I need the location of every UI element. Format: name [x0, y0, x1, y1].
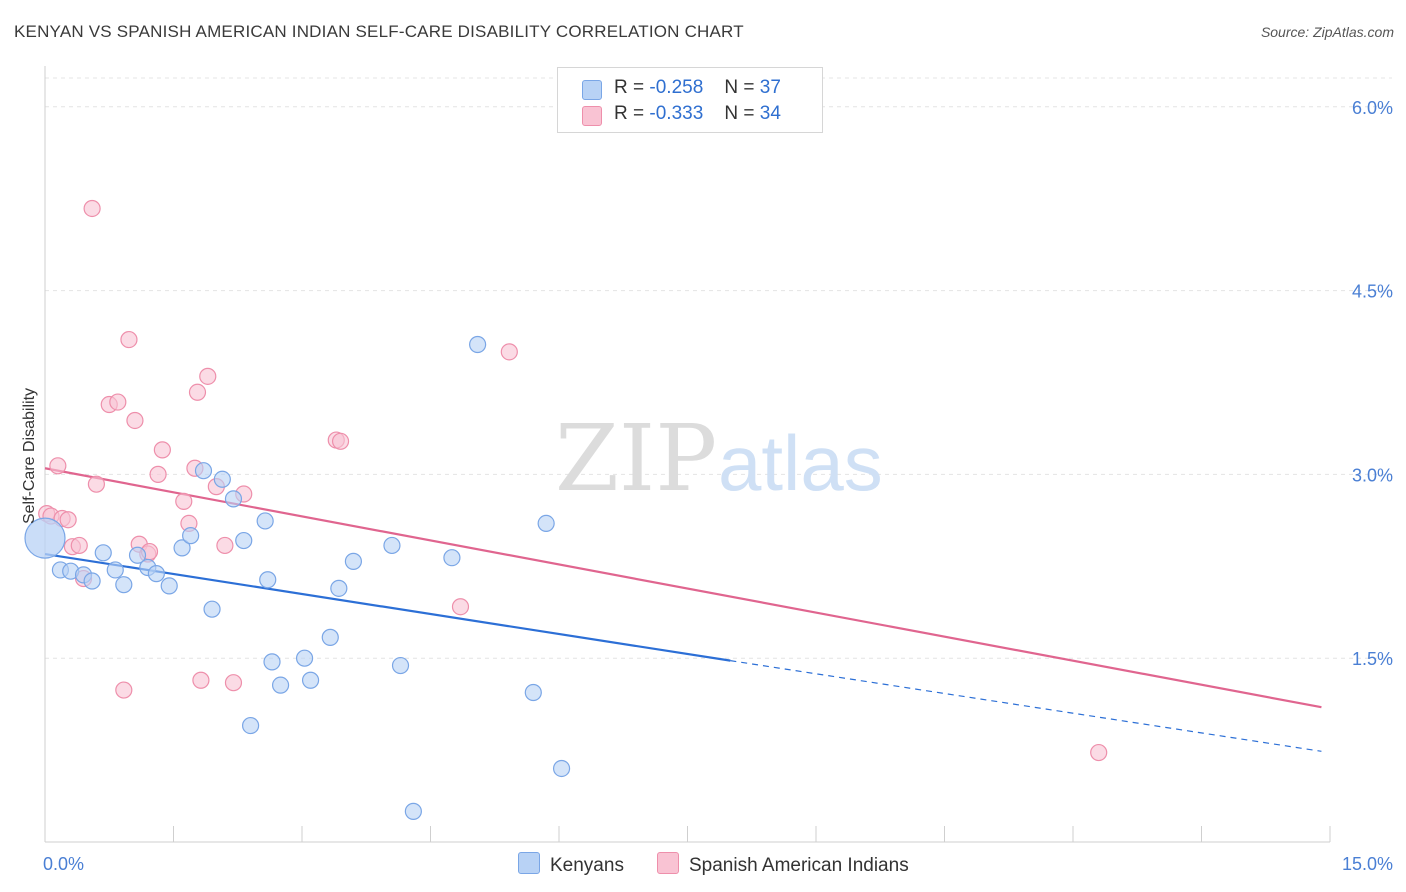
kenyans-legend-label: Kenyans	[550, 855, 624, 876]
bottom-legend-spanish: Spanish American Indians	[657, 852, 909, 877]
kenyans-point	[203, 600, 221, 618]
spanish-point	[83, 199, 101, 218]
spanish-point	[120, 330, 138, 349]
kenyans-point	[256, 512, 274, 530]
spanish-point	[188, 383, 207, 401]
spanish-point	[216, 536, 234, 555]
kenyans-point	[321, 628, 339, 646]
r-label: R =	[614, 77, 645, 98]
y-tick-label: 4.5%	[1352, 282, 1393, 302]
kenyans-point	[537, 514, 555, 532]
kenyans-point	[213, 470, 231, 488]
kenyans-point	[383, 536, 401, 555]
axes	[44, 66, 1331, 843]
spanish-point	[49, 457, 67, 475]
kenyans-point	[271, 676, 290, 694]
kenyans-point	[404, 802, 422, 820]
kenyans-legend-swatch	[518, 852, 540, 874]
grid-lines	[45, 77, 1392, 659]
kenyans-point	[24, 517, 66, 559]
kenyans-n-value: 37	[759, 77, 781, 98]
spanish-point	[109, 393, 127, 411]
spanish-point	[451, 598, 470, 616]
spanish-point	[149, 465, 167, 483]
kenyans-point	[182, 527, 200, 545]
n-label: N =	[724, 77, 755, 98]
spanish-point	[59, 511, 77, 529]
kenyans-point	[259, 571, 277, 589]
kenyans-point	[263, 653, 281, 671]
kenyans-point	[173, 539, 191, 557]
correlation-legend: R = -0.258 N = 37 R = -0.333 N = 34	[557, 67, 823, 133]
kenyans-point	[194, 462, 213, 480]
watermark: ZIP atlas	[555, 405, 883, 512]
kenyans-point	[160, 577, 178, 595]
watermark-zip: ZIP	[555, 405, 717, 512]
y-tick-label: 3.0%	[1352, 465, 1393, 485]
spanish-point	[87, 475, 106, 493]
kenyans-point	[94, 544, 112, 562]
kenyans-point	[115, 576, 133, 594]
r-label: R =	[614, 103, 645, 124]
source-credit: Source: ZipAtlas.com	[1260, 24, 1394, 40]
y-tick-label: 6.0%	[1352, 98, 1393, 118]
chart-title: KENYAN VS SPANISH AMERICAN INDIAN SELF-C…	[14, 22, 744, 41]
spanish-point	[331, 432, 350, 450]
kenyans-point	[147, 565, 165, 583]
spanish-r-value: -0.333	[649, 103, 704, 124]
kenyans-point	[83, 572, 101, 590]
spanish-point	[126, 411, 144, 430]
spanish-point	[192, 671, 210, 689]
spanish-n-value: 34	[759, 103, 781, 124]
kenyans-point	[235, 531, 253, 550]
kenyans-point	[443, 549, 461, 567]
kenyans-point	[301, 671, 320, 689]
spanish-point	[500, 343, 518, 361]
n-label: N =	[724, 103, 755, 124]
kenyans-point	[524, 683, 542, 702]
spanish-trend-line	[44, 467, 1322, 709]
kenyans-trend-extension	[730, 660, 1322, 752]
kenyans-point	[330, 579, 348, 597]
kenyans-point	[552, 759, 571, 778]
kenyans-swatch	[582, 80, 602, 100]
kenyans-point	[391, 656, 410, 675]
spanish-swatch	[582, 106, 602, 126]
spanish-point	[70, 536, 88, 555]
spanish-point	[175, 492, 193, 510]
spanish-legend-label: Spanish American Indians	[689, 855, 909, 876]
kenyans-point	[242, 716, 260, 735]
spanish-point	[153, 441, 171, 459]
kenyans-point	[295, 649, 314, 667]
kenyans-point	[344, 552, 362, 570]
y-tick-label: 1.5%	[1352, 649, 1393, 669]
data-points	[24, 199, 1108, 820]
kenyans-point	[128, 546, 147, 564]
tick-labels: 1.5% 3.0% 4.5% 6.0% 0.0% 15.0%	[43, 98, 1393, 874]
spanish-point	[1090, 743, 1108, 762]
bottom-legend-kenyans: Kenyans	[518, 852, 624, 877]
spanish-point	[224, 674, 243, 692]
kenyans-point	[224, 490, 243, 508]
y-axis-label: Self-Care Disability	[21, 388, 38, 524]
x-tick-label: 0.0%	[43, 854, 84, 874]
watermark-atlas: atlas	[718, 419, 883, 507]
kenyans-point	[469, 335, 487, 354]
x-tick-label: 15.0%	[1342, 854, 1393, 874]
spanish-legend-swatch	[657, 852, 679, 874]
kenyans-point	[106, 561, 124, 579]
kenyans-r-value: -0.258	[649, 77, 704, 98]
spanish-point	[199, 367, 217, 385]
spanish-point	[115, 681, 133, 699]
